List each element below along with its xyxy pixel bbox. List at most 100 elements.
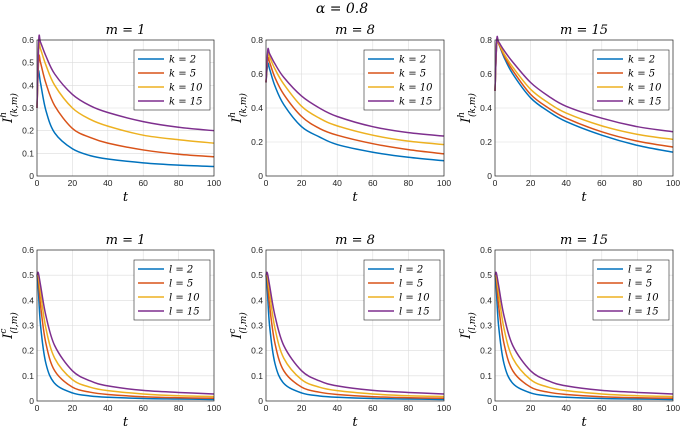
- y-axis-label-sub: (k,m): [9, 93, 20, 117]
- legend: k = 2 k = 5 k = 10 k = 15: [363, 49, 441, 111]
- y-tick-label: 0: [29, 171, 34, 181]
- series-line-4: [265, 47, 445, 137]
- y-axis-label-sub: (l,m): [238, 312, 249, 334]
- y-tick-label: 0.2: [22, 126, 34, 136]
- axes-frame: [265, 39, 445, 177]
- y-axis-label-main: I: [459, 117, 474, 124]
- y-axis-label: Ih(k,m): [457, 93, 478, 124]
- y-axis-label-sub: (l,m): [467, 312, 478, 334]
- y-tick-label: 0.4: [251, 295, 263, 305]
- x-tick-label: 40: [561, 403, 571, 413]
- x-tick-label: 60: [368, 403, 378, 413]
- y-tick-label: 0.8: [251, 35, 263, 45]
- y-axis-label-sup: h: [457, 112, 467, 118]
- x-tick-label: 80: [404, 403, 414, 413]
- series-line-4: [36, 34, 215, 132]
- axes-frame: [36, 39, 215, 177]
- x-tick-label: 100: [207, 403, 221, 413]
- legend-label: k = 10: [399, 83, 433, 94]
- y-axis-label-main: I: [230, 333, 245, 340]
- legend-box: [592, 49, 670, 111]
- x-tick-label: 80: [174, 178, 184, 188]
- legend-label: l = 5: [399, 279, 423, 290]
- x-tick-label: 0: [35, 178, 40, 188]
- axes-frame: [36, 249, 215, 402]
- figure-title: α = 0.8: [316, 1, 368, 17]
- legend-label: l = 5: [169, 279, 193, 290]
- x-tick-label: 100: [666, 178, 680, 188]
- x-axis-label: t: [352, 415, 358, 430]
- legend-label: k = 10: [628, 83, 662, 94]
- y-tick-label: 0.5: [22, 270, 34, 280]
- y-tick-label: 0.1: [251, 371, 263, 381]
- legend-label: k = 15: [169, 97, 203, 108]
- legend-label: k = 5: [399, 69, 426, 80]
- y-tick-label: 0.5: [480, 270, 492, 280]
- legend: l = 2 l = 5 l = 10 l = 15: [363, 259, 441, 321]
- series-line-3: [265, 51, 445, 146]
- y-tick-label: 0.6: [480, 69, 492, 79]
- legend-label: k = 2: [399, 55, 426, 66]
- x-tick-label: 100: [437, 178, 451, 188]
- y-tick-label: 0.3: [22, 321, 34, 331]
- x-tick-label: 80: [174, 403, 184, 413]
- x-tick-label: 100: [666, 403, 680, 413]
- y-tick-label: 0.1: [22, 371, 34, 381]
- series-line-4: [36, 271, 215, 395]
- y-tick-label: 0.2: [251, 137, 263, 147]
- legend: l = 2 l = 5 l = 10 l = 15: [592, 259, 670, 321]
- y-tick-label: 0: [487, 396, 492, 406]
- y-tick-label: 0.6: [22, 35, 34, 45]
- y-axis-label: Ic(l,m): [457, 312, 478, 340]
- subplot-6: m = 15 0 20 40 60 80 100 0 0.1 0.2 0.3 0.4 0.5 0.6 l =…: [457, 233, 680, 430]
- x-tick-label: 60: [138, 403, 148, 413]
- subplot-title: m = 15: [560, 23, 608, 38]
- legend-box: [592, 259, 670, 321]
- x-axis-label: t: [123, 190, 129, 205]
- series-line-1: [265, 62, 445, 162]
- y-tick-label: 0.8: [480, 35, 492, 45]
- x-tick-label: 60: [368, 178, 378, 188]
- x-axis-label: t: [123, 415, 129, 430]
- legend-label: l = 2: [399, 265, 423, 276]
- x-tick-label: 0: [493, 178, 498, 188]
- y-axis-label-sub: (k,m): [238, 93, 249, 117]
- x-tick-label: 0: [264, 178, 269, 188]
- series-line-4: [494, 35, 674, 133]
- y-tick-label: 0: [258, 396, 263, 406]
- subplot-grid: m = 1 0 20 40 60 80 100 0 0.1 0.2 0.3 0.4 0.5 0.6 k = …: [0, 23, 680, 430]
- legend-box: [363, 259, 441, 321]
- y-tick-label: 0: [29, 396, 34, 406]
- x-axis-label: t: [581, 415, 587, 430]
- y-tick-label: 0.2: [480, 346, 492, 356]
- legend-label: k = 10: [169, 83, 203, 94]
- axes-frame: [265, 249, 445, 402]
- y-tick-label: 0.2: [22, 346, 34, 356]
- y-tick-label: 0.4: [480, 103, 492, 113]
- x-tick-label: 20: [68, 178, 78, 188]
- legend-label: l = 15: [399, 307, 430, 318]
- x-tick-label: 0: [264, 403, 269, 413]
- y-axis-label-sup: h: [0, 112, 9, 118]
- x-tick-label: 80: [404, 178, 414, 188]
- x-tick-label: 60: [597, 403, 607, 413]
- series-line-2: [36, 54, 215, 158]
- series-line-4: [265, 271, 445, 395]
- series-line-1: [494, 275, 674, 401]
- x-tick-label: 20: [68, 403, 78, 413]
- y-tick-label: 0.4: [22, 80, 34, 90]
- y-axis-label: Ic(l,m): [0, 312, 20, 340]
- x-tick-label: 40: [332, 178, 342, 188]
- x-tick-label: 20: [297, 178, 307, 188]
- subplot-2: m = 8 0 20 40 60 80 100 0 0.2 0.4 0.6 0.8 k = 2 k = 5…: [228, 23, 451, 205]
- y-tick-label: 0.4: [22, 295, 34, 305]
- subplot-title: m = 8: [335, 23, 375, 38]
- y-tick-label: 0.6: [251, 245, 263, 255]
- x-tick-label: 0: [493, 403, 498, 413]
- legend-box: [133, 259, 211, 321]
- legend: l = 2 l = 5 l = 10 l = 15: [133, 259, 211, 321]
- y-tick-label: 0.3: [480, 321, 492, 331]
- y-axis-label-main: I: [459, 333, 474, 340]
